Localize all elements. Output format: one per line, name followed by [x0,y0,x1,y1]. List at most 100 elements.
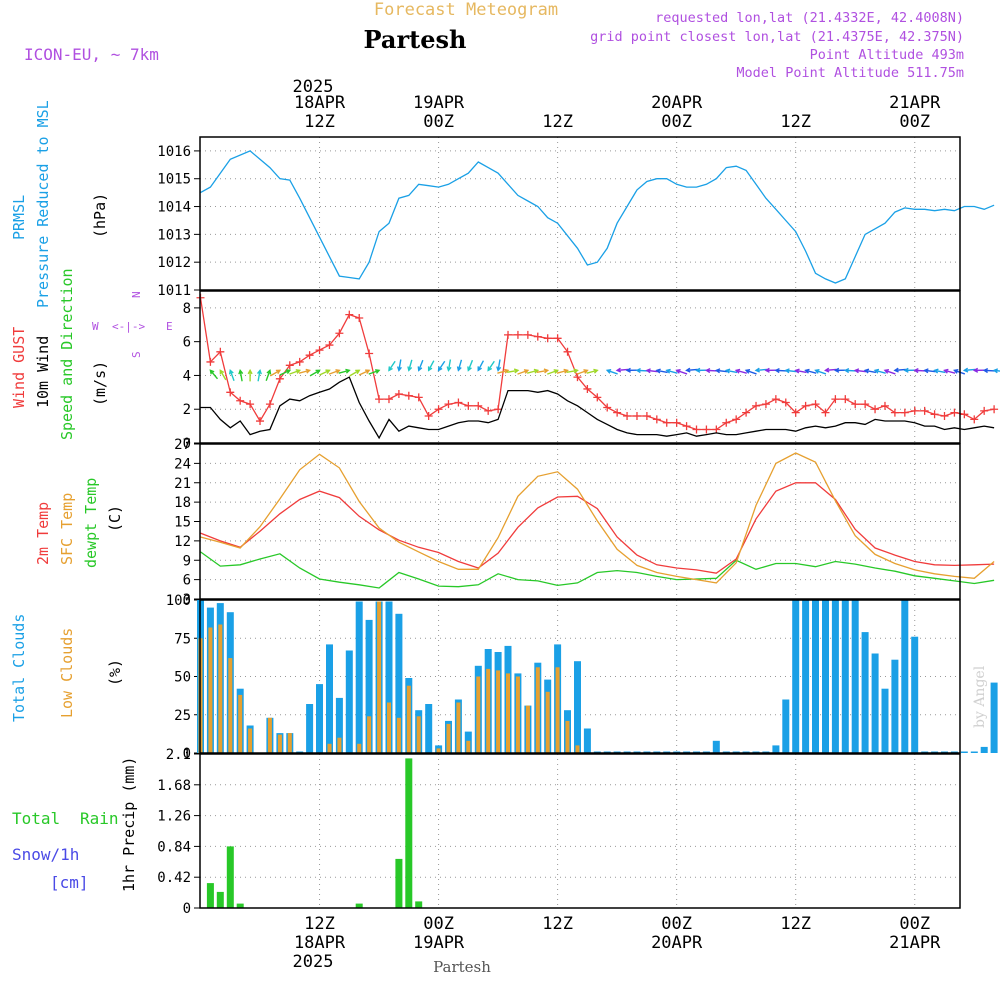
gust-marker [394,390,403,399]
wind-arrow [506,369,519,373]
pressure-labels: PRMSL Pressure Reduced to MSL (hPa) [10,100,109,308]
gust-marker [742,408,751,417]
wind-arrow-head [388,366,393,372]
gust-marker [424,411,433,420]
bottom-hour-labels: 12Z 00Z 12Z 00Z 12Z 00Z [304,914,930,934]
wind-frame [199,290,961,444]
wind-arrow [556,369,568,374]
clouds-bar-low-clouds [476,676,481,753]
clouds-bar-total-clouds [583,728,591,753]
wind-arrow [984,369,996,372]
gust-marker [761,400,770,409]
gust-marker [940,411,949,420]
clouds-bar-total-clouds [871,653,879,753]
gust-marker [365,349,374,358]
clouds-bar-total-clouds [335,697,343,753]
wind-arrow-head [355,369,361,375]
gust-marker [950,408,959,417]
wind-arrow-head [923,368,929,374]
precip-ytick-label: 0 [183,901,191,917]
bottom-date-label: 21APR [889,933,941,953]
clouds-bar-total-clouds [911,636,919,753]
wind-arrow-head [593,368,599,374]
clouds-bar-low-clouds [267,717,272,753]
wind-arrow-head [256,368,262,375]
gust-marker [970,415,979,424]
wind-ytick-label: 2 [183,402,191,418]
clouds-bar-total-clouds [901,600,909,753]
gust-marker [752,401,761,410]
wind-arrow-head [247,368,253,375]
bottom-hour-label: 00Z [899,914,930,934]
wind-arrow-head [784,368,790,374]
bottom-date-label: 19APR [413,933,465,953]
wind-arrow [716,369,728,373]
wind-arrow-head [325,369,331,375]
clouds-bar-low-clouds [367,716,372,753]
gust-marker [216,347,225,356]
gust-marker [672,418,681,427]
wind-arrow [309,369,320,377]
wind-arrow-head [583,369,589,374]
wind-arrow [617,368,629,372]
gust-marker [355,314,364,323]
clouds-bar-low-clouds [575,745,580,753]
wind-arrow [239,370,243,382]
clouds-bar-low-clouds [545,691,550,753]
wind-arrow [934,369,946,374]
wind-arrow-head [275,369,282,375]
gust-marker [771,395,780,404]
wind-arrow-head [365,369,371,375]
wind-arrow [328,369,340,375]
wind-arrow [775,369,787,372]
wind-arrow-head [714,368,721,374]
wind-arrow [477,360,485,371]
compass-n: N [130,291,143,298]
top-hour-label: 00Z [899,112,930,132]
pressure-ytick-label: 1014 [157,200,191,216]
pressure-ytick-label: 1012 [157,255,191,271]
snow-label: Snow/1h [12,845,79,864]
wind-arrow [924,369,936,373]
wind-arrow-head [675,369,681,374]
clouds-bar-total-clouds [782,699,790,753]
top-hour-label: 12Z [542,112,573,132]
gust-marker [513,330,522,339]
wind-arrow-head [563,368,569,374]
top-date-labels: 18APR 19APR 20APR 21APR [294,93,941,113]
gust-marker [404,391,413,400]
wind-arrow-head [374,369,381,374]
temp-series-dewpt-temp [200,551,995,589]
clouds-bar-total-clouds [574,661,581,753]
gust-marker [692,425,701,434]
wind-arrow-head [734,368,741,374]
wind-arrow [944,369,956,374]
gust-marker [890,408,899,417]
clouds-bar-low-clouds [486,668,491,753]
clouds-bar-low-clouds [525,705,530,753]
wind-arrow [319,369,330,376]
wind-arrow-head [794,368,800,374]
gust-marker [841,395,850,404]
wind-arrow-head [543,368,550,374]
gust-marker [295,357,304,366]
wind-arrow [467,359,474,371]
wind-arrow-head [315,369,321,375]
gust-marker [811,400,820,409]
bottom-hour-label: 00Z [661,914,692,934]
gust-marker [434,405,443,414]
clouds-bar-total-clouds [345,650,353,753]
wind-arrow [815,369,827,375]
temp-ytick-label: 3 [183,592,191,608]
clouds-bar-low-clouds [396,717,401,753]
clouds-panel: 0 25 50 75 100 [166,593,998,762]
wind-arrow [636,369,649,372]
wind-arrow-head [814,369,820,374]
clouds-ytick-label: 100 [166,593,191,609]
gust-marker [523,330,532,339]
wind-arrow-head [513,368,520,374]
wind-arrow-head [285,369,292,375]
wind-arrow-head [573,368,579,374]
snow-unit: [cm] [50,873,89,892]
wind-arrow [368,369,380,375]
